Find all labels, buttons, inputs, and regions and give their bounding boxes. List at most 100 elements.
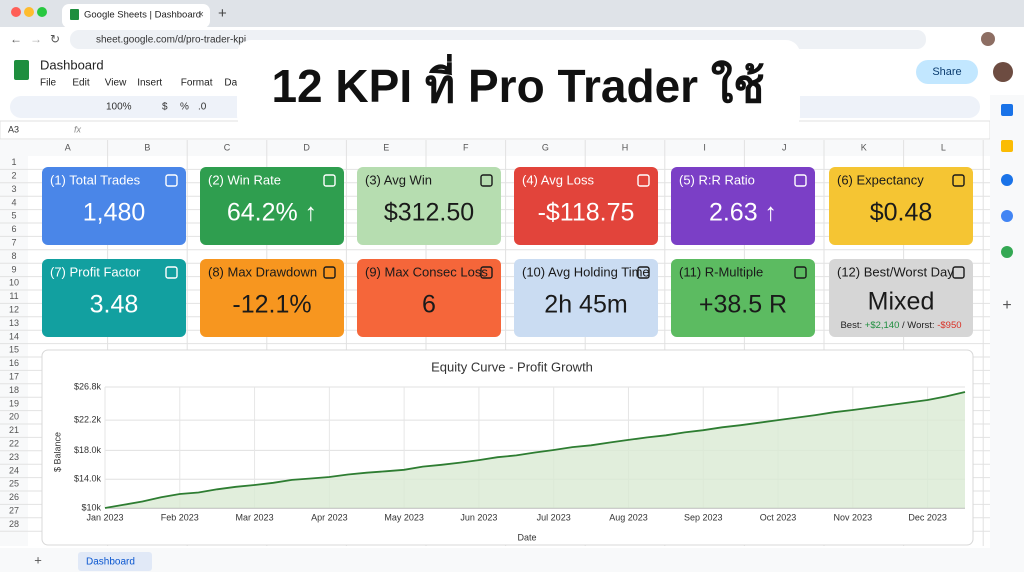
cell-ref[interactable]: A3	[8, 124, 19, 134]
row-number: 23	[9, 452, 19, 462]
row-number: 8	[11, 251, 16, 261]
kpi-label: (3) Avg Win	[365, 172, 432, 187]
x-tick-label: Apr 2023	[311, 512, 348, 522]
side-icon[interactable]	[1001, 104, 1013, 116]
kpi-card	[829, 167, 973, 245]
row-number: 25	[9, 479, 19, 489]
x-tick-label: Oct 2023	[760, 512, 797, 522]
url: sheet.google.com/d/pro-trader-kpi	[96, 35, 246, 46]
menu-item[interactable]: File	[40, 78, 57, 89]
kpi-subtext-part: -$950	[937, 320, 961, 331]
x-axis-label: Date	[517, 532, 536, 542]
column-letter: F	[463, 142, 469, 152]
kpi-value: -$118.75	[538, 199, 635, 227]
side-panel	[990, 95, 1024, 550]
y-tick-label: $14.0k	[74, 474, 102, 484]
kpi-card	[514, 259, 658, 337]
forward[interactable]: →	[30, 32, 42, 46]
close-dot[interactable]	[11, 7, 21, 17]
row-number: 26	[9, 492, 19, 502]
x-tick-label: Mar 2023	[236, 512, 274, 522]
tab-close[interactable]: ×	[198, 10, 204, 21]
menu-item[interactable]: Data	[224, 78, 246, 89]
menu-item[interactable]: Format	[181, 78, 213, 89]
fx: fx	[74, 124, 82, 134]
kpi-icon	[323, 266, 336, 279]
side-icon[interactable]	[1001, 140, 1013, 152]
row-number: 18	[9, 385, 19, 395]
kpi-label: (2) Win Rate	[208, 172, 281, 187]
kpi-card	[200, 167, 344, 245]
side-icon[interactable]	[1001, 210, 1013, 222]
avatar[interactable]	[993, 62, 1013, 82]
sheet-tab[interactable]	[78, 552, 152, 571]
column-header	[0, 140, 990, 156]
menu-item[interactable]: View	[105, 78, 127, 89]
column-letter: E	[383, 142, 389, 152]
kpi-icon	[480, 174, 493, 187]
row-number: 22	[9, 438, 19, 448]
kpi-icon	[637, 174, 650, 187]
row-number: 19	[9, 398, 19, 408]
kpi-icon	[637, 266, 650, 279]
menu-item[interactable]: Edit	[72, 78, 89, 89]
row-number: 11	[9, 291, 18, 301]
column-letter: A	[65, 142, 71, 152]
column-letter: C	[224, 142, 231, 152]
sheet-tab-label: Dashboard	[86, 557, 135, 568]
share-button[interactable]	[916, 60, 978, 84]
kpi-label: (11) R-Multiple	[679, 264, 763, 279]
x-tick-label: Dec 2023	[908, 512, 947, 522]
back[interactable]: ←	[10, 32, 22, 46]
y-tick-label: $26.8k	[74, 381, 102, 391]
kpi-value: 3.48	[90, 291, 139, 319]
kpi-card	[42, 259, 186, 337]
kpi-value: 64.2% ↑	[227, 199, 317, 227]
active-tab[interactable]	[62, 4, 210, 28]
doc-title[interactable]: Dashboard	[40, 57, 104, 72]
row-number: 3	[11, 184, 16, 194]
kpi-label: (12) Best/Worst Day	[837, 264, 954, 279]
line	[104, 391, 966, 509]
y-tick-label: $18.0k	[74, 445, 102, 455]
kpi-value: -12.1%	[232, 291, 311, 319]
row-number: 1	[11, 157, 16, 167]
reload[interactable]: ↻	[50, 32, 60, 46]
currency-btn[interactable]: $	[162, 102, 168, 113]
side-add[interactable]: +	[1002, 297, 1011, 314]
row-number: 28	[9, 519, 19, 529]
profile[interactable]	[981, 32, 995, 46]
percent-btn[interactable]: %	[180, 102, 189, 113]
zoom[interactable]: 100%	[106, 102, 132, 113]
side-icon[interactable]	[1001, 174, 1013, 186]
kpi-icon	[480, 266, 493, 279]
add-sheet[interactable]: +	[34, 552, 42, 567]
minimize-dot[interactable]	[24, 7, 34, 17]
overlay-title: 12 KPI ที่ Pro Trader ใช้	[271, 54, 764, 112]
kpi-icon	[794, 266, 807, 279]
kpi-subtext-part: Best:	[840, 320, 864, 331]
side-icon[interactable]	[1001, 246, 1013, 258]
new-tab[interactable]: +	[218, 5, 227, 22]
kpi-card	[829, 259, 973, 337]
kpi-icon	[952, 174, 965, 187]
x-tick-label: Nov 2023	[834, 512, 873, 522]
x-tick-label: May 2023	[384, 512, 424, 522]
row-number: 24	[9, 465, 19, 475]
share-label: Share	[932, 66, 961, 78]
row-number: 7	[11, 237, 16, 247]
decimal-btn[interactable]: .0	[198, 102, 207, 113]
column-letter: I	[703, 142, 706, 152]
kpi-icon	[165, 174, 178, 187]
column-letter: L	[941, 142, 946, 152]
kpi-label: (5) R:R Ratio	[679, 172, 755, 187]
kpi-subtext: Best: +$2,140 / Worst: -$950	[840, 320, 961, 331]
row-number: 14	[9, 331, 19, 341]
zoom-dot[interactable]	[37, 7, 47, 17]
kpi-value: 2h 45m	[544, 291, 627, 319]
menu-item[interactable]: Insert	[137, 78, 162, 89]
column-letter: B	[144, 142, 150, 152]
kpi-value: 6	[422, 291, 436, 319]
kpi-label: (4) Avg Loss	[522, 172, 595, 187]
